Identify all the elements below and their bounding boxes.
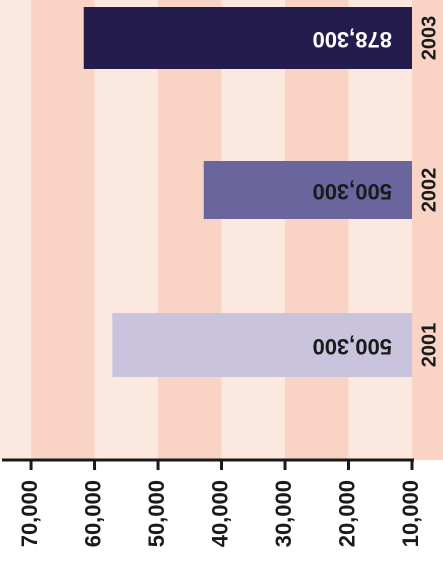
bars-group: 500,300 500,300 878,300: [83, 7, 413, 377]
category-label: 2003: [418, 16, 440, 61]
bar-2003: [83, 7, 412, 69]
value-axis: 10,000 20,000 30,000 40,000 50,000 60,000 70,0…: [2, 458, 423, 547]
background-band: [12, 0, 32, 460]
background-bands: [0, 0, 443, 460]
tick-label: 40,000: [207, 480, 232, 547]
tick-label: 70,000: [17, 480, 42, 547]
category-label: 2002: [418, 168, 440, 213]
bar-data-label: 878,300: [312, 27, 392, 52]
tick-label: 30,000: [271, 480, 296, 547]
tick-label: 10,000: [398, 480, 423, 547]
background-band: [94, 0, 159, 460]
category-label: 2001: [418, 323, 440, 368]
background-band: [285, 0, 349, 460]
background-band: [158, 0, 222, 460]
background-band: [0, 0, 12, 460]
background-band: [412, 0, 443, 460]
background-band: [31, 0, 95, 460]
bar-2002: [203, 161, 412, 219]
background-band: [221, 0, 286, 460]
bar-data-label: 500,300: [312, 334, 392, 359]
background-band: [348, 0, 412, 460]
tick-label: 50,000: [144, 480, 169, 547]
bar-2001: [112, 313, 413, 377]
tick-label: 20,000: [334, 480, 359, 547]
bar-data-label: 500,300: [312, 179, 392, 204]
category-labels: 2001 2002 2003: [418, 16, 440, 368]
tick-label: 60,000: [80, 480, 105, 547]
